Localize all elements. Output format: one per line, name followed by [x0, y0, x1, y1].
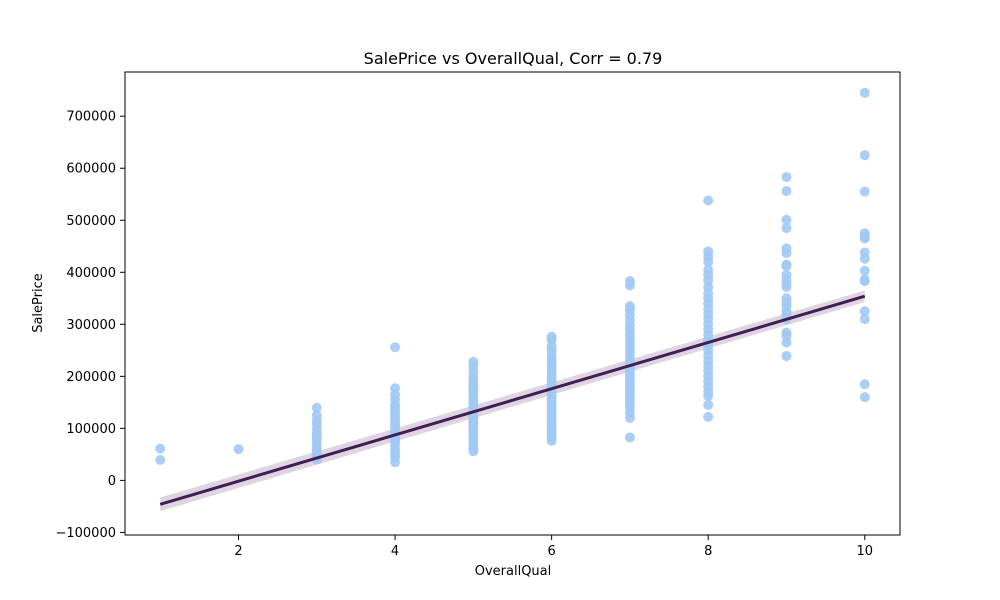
chart-title: SalePrice vs OverallQual, Corr = 0.79	[364, 49, 663, 68]
y-tick-label: 300000	[66, 318, 116, 333]
data-point	[859, 276, 870, 287]
data-point	[781, 186, 792, 197]
data-point	[859, 87, 870, 98]
data-point	[468, 446, 479, 457]
regression-line	[159, 294, 866, 506]
y-tick-label: −100000	[55, 526, 116, 541]
data-point	[859, 253, 870, 264]
data-points-layer	[155, 87, 870, 468]
x-tick-label: 10	[856, 544, 873, 559]
data-point	[781, 281, 792, 292]
data-point	[781, 223, 792, 234]
data-point	[155, 454, 166, 465]
data-point	[233, 444, 244, 455]
x-axis-label: OverallQual	[475, 564, 552, 579]
y-tick-label: 700000	[66, 110, 116, 125]
data-point	[781, 351, 792, 362]
data-point	[859, 233, 870, 244]
y-tick-label: 500000	[66, 214, 116, 229]
y-tick-label: 400000	[66, 266, 116, 281]
x-axis-ticks: 2 4 6 8 10	[234, 535, 873, 559]
data-point	[859, 306, 870, 317]
x-tick-label: 6	[548, 544, 556, 559]
data-point	[703, 256, 714, 267]
data-point	[546, 435, 557, 446]
data-point	[155, 443, 166, 454]
y-axis-ticks: −100000 0 100000 200000 300000 400000 500000 60…	[55, 110, 125, 541]
data-point	[781, 337, 792, 348]
data-point	[859, 265, 870, 276]
data-point	[703, 399, 714, 410]
regression-line-layer	[159, 294, 866, 506]
plot-area-frame	[124, 71, 901, 536]
data-point	[624, 412, 635, 423]
y-tick-label: 0	[108, 474, 116, 489]
data-point	[311, 402, 322, 413]
x-tick-label: 4	[391, 544, 399, 559]
data-point	[859, 379, 870, 390]
y-tick-label: 600000	[66, 162, 116, 177]
x-tick-label: 8	[704, 544, 712, 559]
data-point	[390, 342, 401, 353]
data-point	[859, 392, 870, 403]
y-tick-label: 100000	[66, 422, 116, 437]
y-axis-label: SalePrice	[31, 273, 46, 333]
data-point	[624, 280, 635, 291]
y-tick-label: 200000	[66, 370, 116, 385]
data-point	[624, 432, 635, 443]
data-point	[390, 457, 401, 468]
data-point	[781, 172, 792, 183]
data-point	[781, 248, 792, 259]
data-point	[703, 391, 714, 402]
data-point	[703, 195, 714, 206]
data-point	[859, 186, 870, 197]
data-point	[859, 314, 870, 325]
x-tick-label: 2	[234, 544, 242, 559]
data-point	[781, 261, 792, 272]
data-point	[859, 150, 870, 161]
data-point	[703, 411, 714, 422]
data-point	[781, 214, 792, 225]
